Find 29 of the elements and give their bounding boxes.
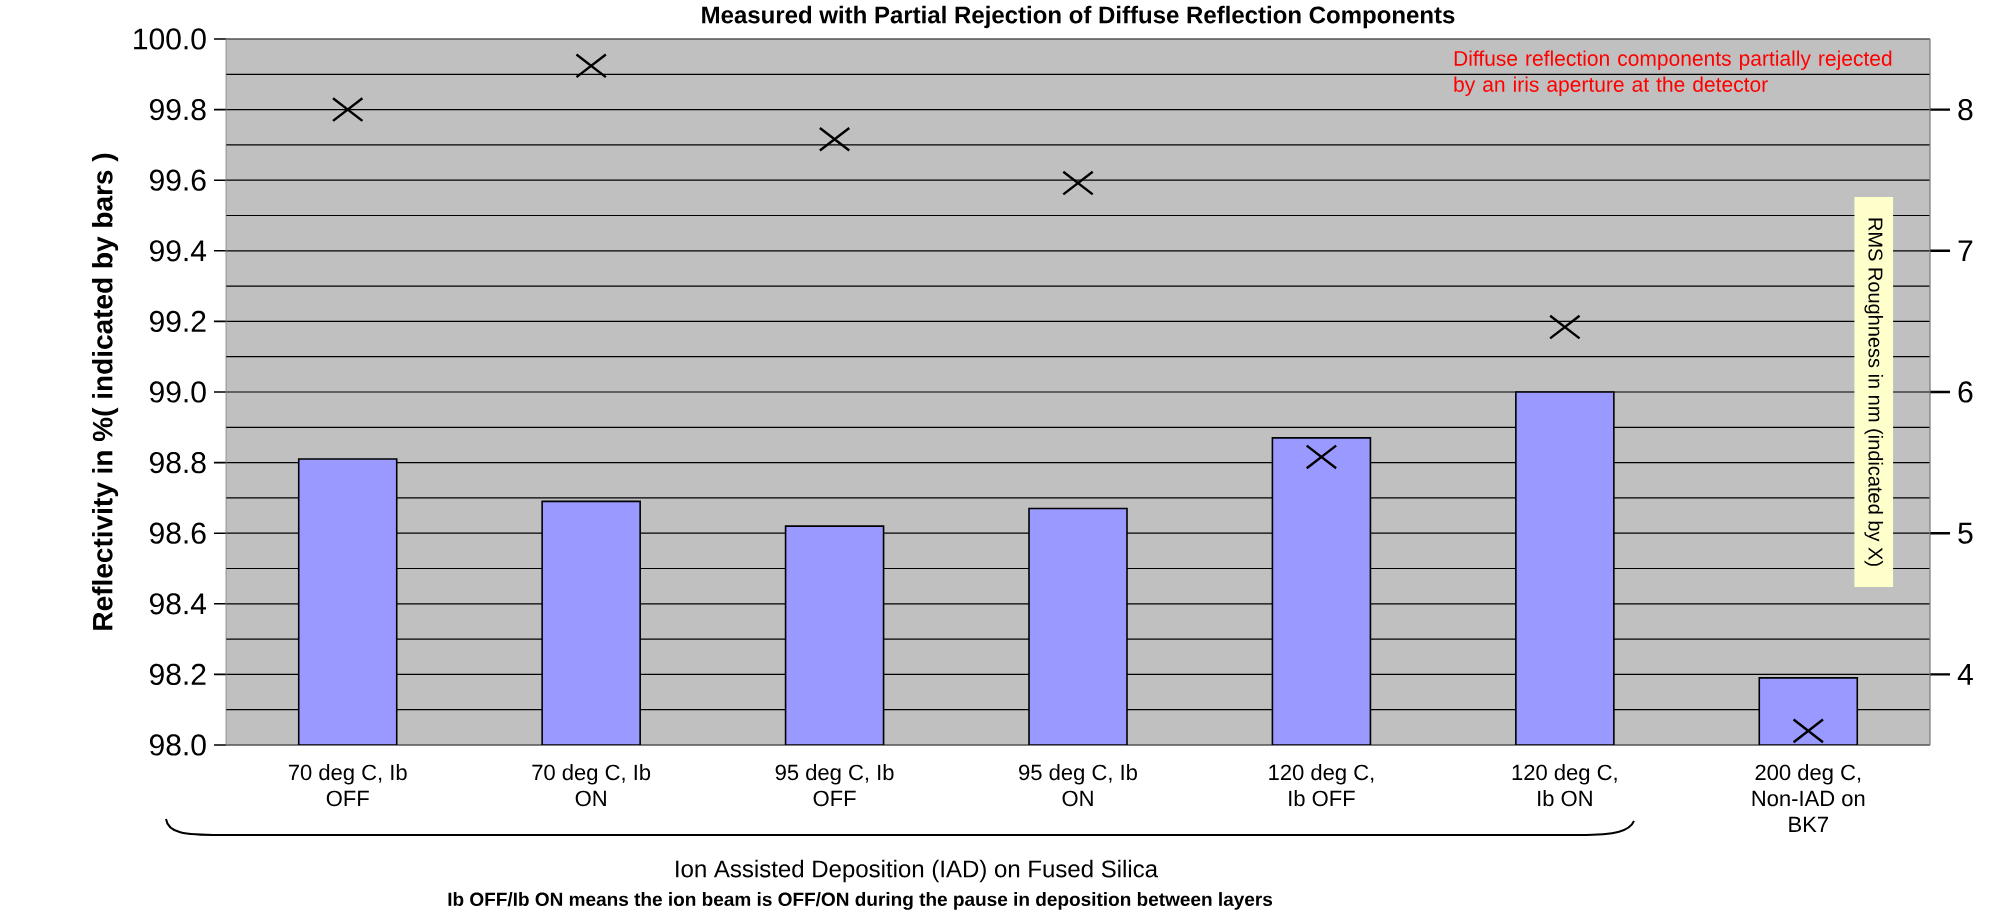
x-tick-label: 95 deg C, Ib ON [1019, 764, 1137, 807]
x-tick-label: 120 deg C, Ib OFF [1269, 764, 1374, 807]
y-tick-label: 99.0 [149, 381, 206, 403]
y2-tick-label: 7 [1958, 240, 1973, 262]
y2-tick-label: 5 [1958, 522, 1973, 544]
y-tick-label: 98.8 [149, 451, 206, 474]
y-tick-label: 98.2 [149, 663, 206, 685]
y-tick-label: 99.8 [149, 98, 206, 121]
y-tick-label: 98.6 [149, 522, 206, 544]
text: Ion Assisted Deposition (IAD) on Fused Silica [676, 859, 1159, 883]
x-tick-label: 120 deg C, Ib ON [1512, 764, 1617, 807]
y-tick-label: 98.4 [149, 593, 207, 615]
y2-tick-label: 8 [1958, 98, 1973, 121]
y-axis-title: Reflectivity in %( indicated by bars ) [92, 153, 119, 630]
y-tick-label: 99.4 [149, 240, 207, 262]
y-tick-label: 99.6 [149, 169, 206, 191]
y-tick-label: 98.0 [149, 734, 206, 756]
chart-title: Measured with Partial Rejection of Diffuse Reflection Components [702, 5, 1455, 29]
y2-axis-title: RMS Roughness in nm (indicated by X) [1864, 218, 1884, 566]
x-tick-label: 200 deg C, Non-IAD on BK7 [1752, 764, 1865, 832]
y2-tick-label: 6 [1958, 381, 1973, 403]
x-tick-label: 95 deg C, Ib OFF [775, 764, 894, 807]
y2-tick-label: 4 [1957, 664, 1973, 685]
y-tick-label: 99.2 [149, 310, 206, 332]
x-tick-label: 70 deg C, Ib ON [532, 764, 651, 807]
text: Ib OFF/Ib ON means the ion beam is OFF/ON during the pause in deposition between layers [448, 892, 1273, 910]
x-tick-label: 70 deg C, Ib OFF [288, 764, 407, 807]
annotation: Diffuse reflection components partially rejected by an iris aperture at the detector [1454, 50, 1892, 97]
y-tick-label: 100.0 [134, 28, 206, 50]
